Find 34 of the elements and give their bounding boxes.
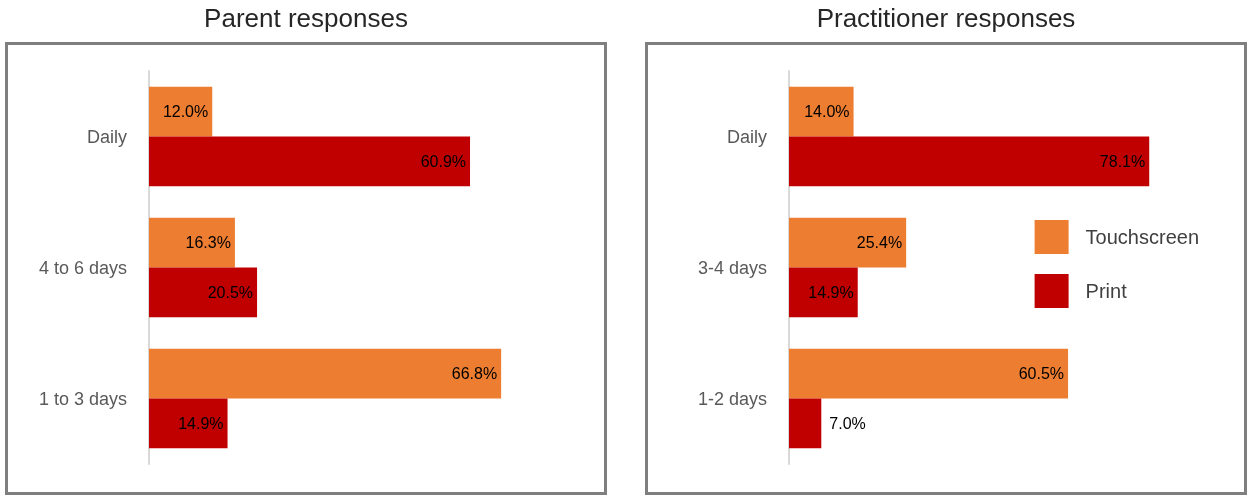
data-label: 7.0% [829, 414, 866, 432]
bar [789, 217, 907, 268]
bar [789, 348, 1069, 399]
bar [149, 348, 502, 399]
y-tick-label: 4 to 6 days [38, 257, 127, 278]
bar [149, 217, 235, 268]
data-label: 66.8% [451, 365, 498, 383]
y-tick-label: Daily [86, 126, 127, 147]
bar [149, 267, 258, 318]
bar [149, 136, 471, 187]
data-label: 14.9% [178, 414, 224, 432]
legend-label: Touchscreen [1085, 226, 1200, 248]
y-tick-label: 3-4 days [697, 257, 767, 278]
data-label: 60.9% [420, 152, 467, 170]
chart-title: Practitioner responses [815, 2, 1077, 35]
legend-label: Print [1085, 280, 1128, 302]
data-label: 60.5% [1018, 365, 1065, 383]
data-label: 14.9% [808, 283, 854, 301]
y-tick-label: 1-2 days [697, 388, 767, 409]
data-label: 25.4% [856, 234, 903, 252]
bar [789, 86, 854, 137]
bar [789, 136, 1150, 187]
data-label: 20.5% [207, 283, 254, 301]
chart-title: Parent responses [203, 2, 409, 35]
data-label: 12.0% [162, 103, 209, 121]
bar [149, 398, 228, 449]
data-label: 78.1% [1099, 152, 1146, 170]
y-tick-label: Daily [726, 126, 767, 147]
bar [149, 86, 213, 137]
bar [789, 267, 858, 318]
data-label: 16.3% [185, 234, 231, 252]
bar [789, 398, 822, 449]
y-tick-label: 1 to 3 days [38, 388, 127, 409]
data-label: 14.0% [804, 103, 850, 121]
